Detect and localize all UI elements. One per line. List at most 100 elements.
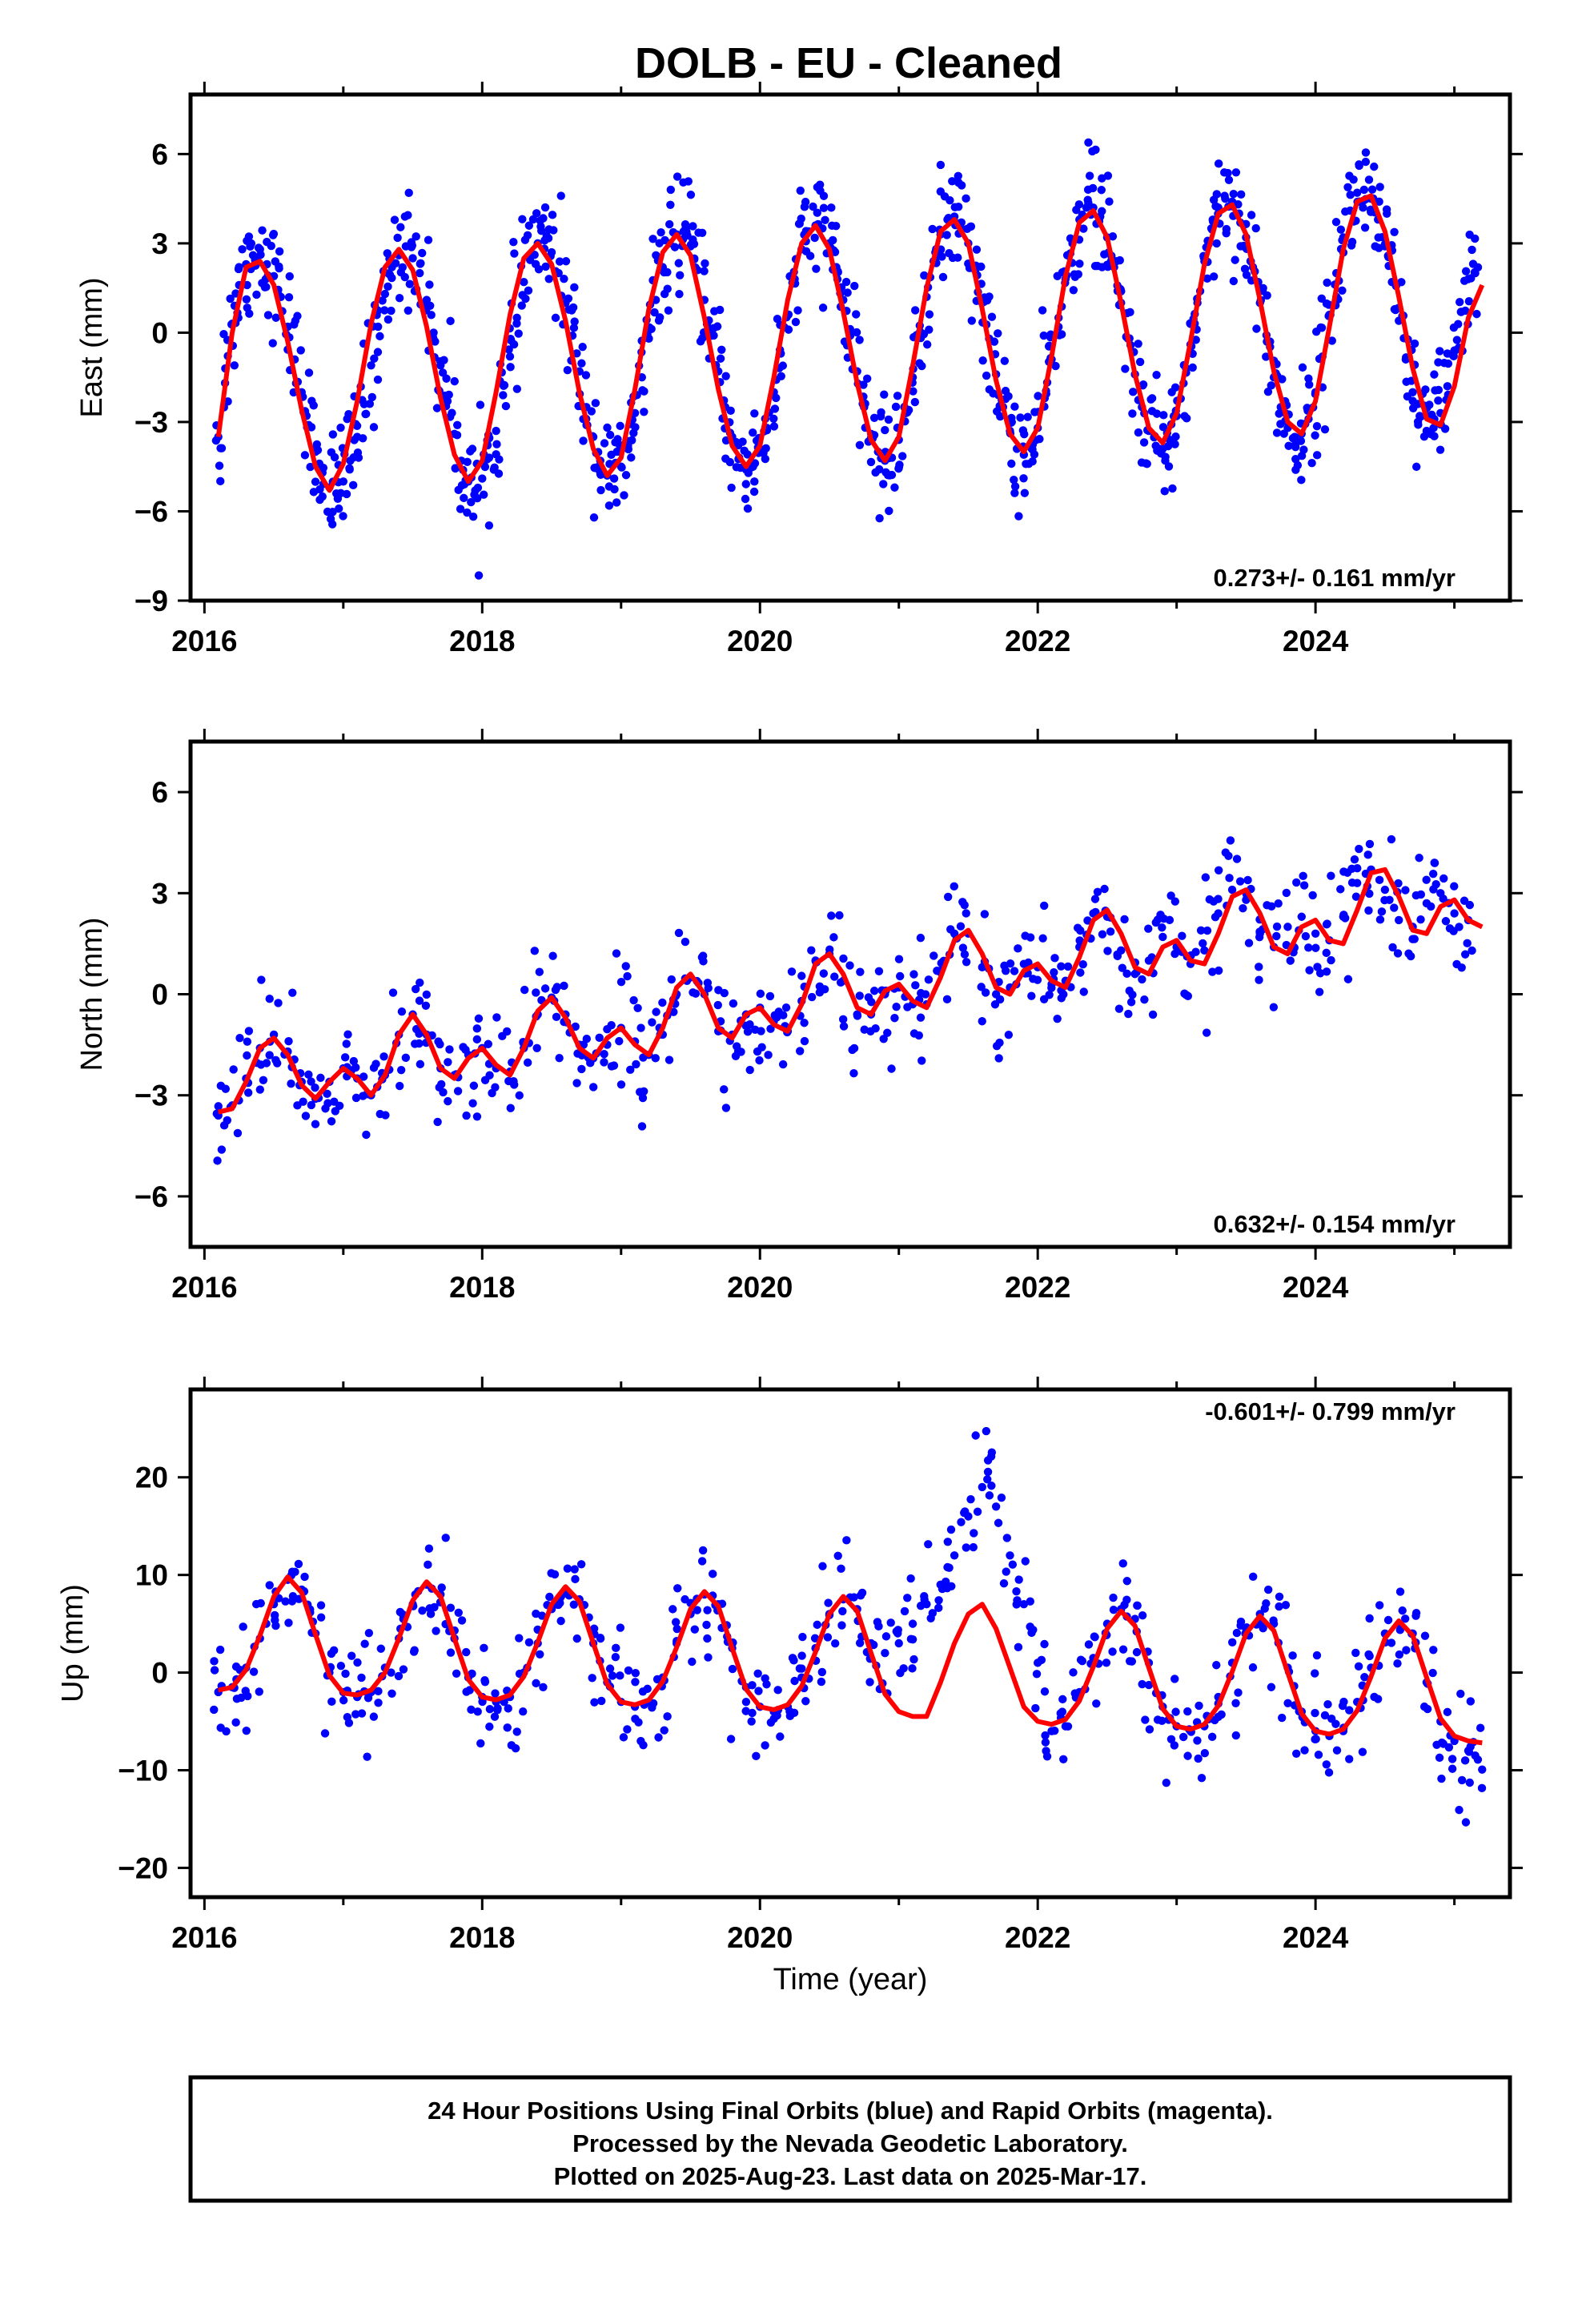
data-point (454, 1608, 463, 1617)
data-point (344, 1719, 354, 1727)
data-point (351, 1710, 360, 1719)
data-point (424, 1560, 432, 1570)
data-point (284, 1036, 293, 1046)
data-point (1039, 331, 1048, 340)
data-point (378, 296, 387, 305)
data-point (556, 1616, 565, 1626)
data-point (474, 571, 484, 580)
data-point (327, 1697, 336, 1707)
data-point (651, 1054, 660, 1063)
data-point (1388, 943, 1397, 952)
data-point (958, 898, 967, 907)
data-point (1244, 939, 1254, 947)
data-point (1343, 183, 1352, 192)
data-point (1109, 1605, 1118, 1614)
data-point (831, 222, 841, 231)
data-point (1214, 895, 1223, 903)
data-point (1288, 1651, 1297, 1660)
data-point (229, 1065, 238, 1074)
data-point (837, 1564, 845, 1574)
data-point (698, 334, 707, 343)
x-tick-label: 2016 (171, 1921, 237, 1954)
data-point (1098, 930, 1107, 939)
data-point (1435, 1753, 1444, 1763)
data-point (233, 1128, 243, 1138)
data-point (1460, 950, 1470, 959)
data-point (591, 399, 600, 408)
data-point (829, 933, 838, 942)
data-point (490, 463, 499, 472)
data-point (541, 262, 550, 271)
data-point (369, 423, 379, 432)
data-point (262, 283, 271, 292)
data-point (1311, 929, 1320, 938)
data-point (1240, 264, 1250, 274)
data-point (375, 332, 384, 341)
x-tick-label: 2024 (1283, 625, 1349, 657)
data-point (908, 1634, 917, 1644)
data-point (307, 1100, 316, 1110)
data-point (632, 1059, 640, 1069)
data-point (560, 274, 568, 283)
footer-line-2: Processed by the Nevada Geodetic Laborat… (572, 2129, 1128, 2157)
data-point (750, 409, 759, 418)
data-point (462, 1687, 471, 1696)
data-point (1097, 186, 1106, 195)
data-point (223, 1116, 232, 1125)
data-point (919, 330, 929, 339)
data-point (1408, 388, 1417, 396)
data-point (1057, 962, 1066, 971)
data-point (1247, 211, 1256, 219)
data-point (275, 247, 284, 256)
data-point (681, 219, 690, 229)
data-point (362, 409, 371, 419)
data-point (827, 911, 836, 920)
data-point (1203, 926, 1212, 935)
y-tick-label: −3 (135, 406, 168, 439)
y-tick-label: −6 (135, 1180, 168, 1213)
data-point (393, 233, 402, 243)
data-point (865, 1678, 874, 1687)
data-point (476, 1739, 485, 1748)
data-point (1100, 884, 1109, 894)
data-point (1211, 912, 1220, 922)
data-point (940, 192, 950, 201)
data-point (480, 1643, 488, 1653)
data-point (648, 235, 657, 243)
data-point (977, 262, 986, 271)
data-point (686, 191, 696, 199)
data-point (908, 1619, 917, 1628)
data-point (222, 1727, 231, 1736)
data-point (357, 1709, 367, 1718)
data-point (994, 329, 1002, 338)
data-point (448, 408, 456, 417)
data-point (702, 1620, 711, 1630)
data-point (287, 1080, 295, 1088)
data-point (503, 1723, 512, 1732)
data-point (412, 232, 420, 241)
data-point (1444, 1743, 1454, 1752)
data-point (1159, 411, 1168, 420)
data-point (1465, 1778, 1474, 1787)
data-point (972, 245, 982, 254)
data-point (1375, 1601, 1384, 1610)
data-point (1364, 906, 1373, 915)
data-point (983, 1475, 992, 1484)
data-point (610, 485, 619, 494)
data-point (1327, 336, 1336, 345)
data-point (1421, 385, 1430, 394)
data-point (1297, 476, 1306, 485)
data-point (790, 1676, 799, 1686)
data-point (1024, 459, 1034, 468)
data-point (453, 1087, 463, 1096)
data-point (946, 925, 955, 934)
data-point (520, 278, 528, 287)
data-point (1235, 877, 1245, 886)
data-point (491, 1689, 500, 1698)
data-point (675, 290, 684, 299)
data-point (454, 485, 463, 495)
data-point (416, 1059, 425, 1069)
data-point (1395, 1587, 1405, 1596)
data-point (616, 978, 626, 987)
data-point (1236, 1621, 1245, 1630)
